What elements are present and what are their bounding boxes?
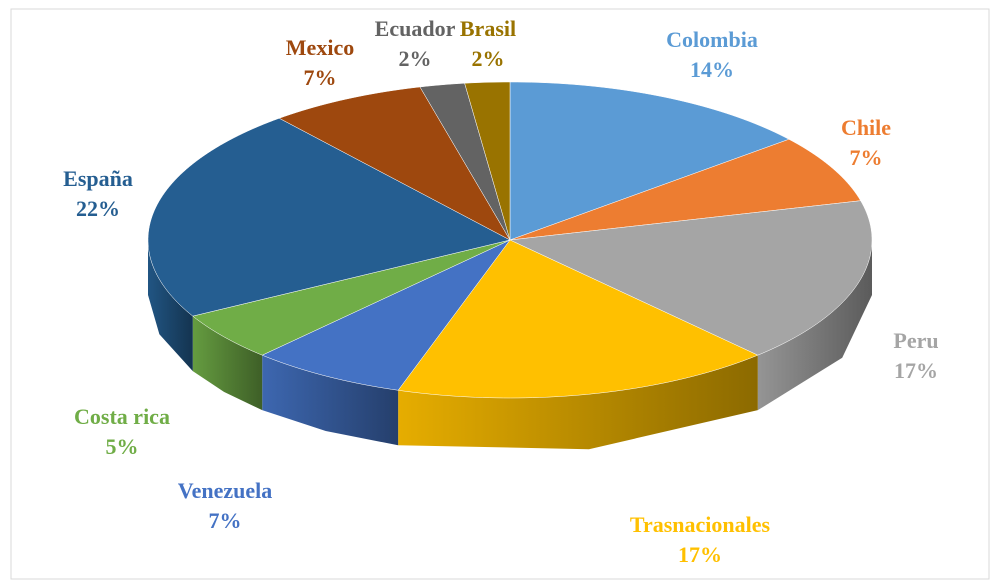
slice-value-label: 2% xyxy=(472,46,505,71)
slice xyxy=(278,86,511,241)
slice-label: Peru xyxy=(893,328,938,353)
slice xyxy=(397,239,759,399)
slice-label: Colombia xyxy=(666,27,758,52)
slice xyxy=(192,239,511,356)
slice-side xyxy=(398,355,758,450)
slice-label: Venezuela xyxy=(178,478,273,503)
slice-value-label: 7% xyxy=(850,145,883,170)
slice-side xyxy=(192,316,263,411)
slice-side xyxy=(148,240,193,372)
slice-value-label: 5% xyxy=(106,434,139,459)
slice-label: Trasnacionales xyxy=(630,512,771,537)
slice xyxy=(464,81,511,241)
slice-label: Mexico xyxy=(286,35,354,60)
slice-value-label: 17% xyxy=(678,542,722,567)
slice-label: Brasil xyxy=(460,16,516,41)
slice-label: Chile xyxy=(841,115,891,140)
slice-value-label: 22% xyxy=(76,196,120,221)
slice-side xyxy=(757,240,872,411)
slice-value-label: 7% xyxy=(304,65,337,90)
slice-label: Ecuador xyxy=(375,16,456,41)
slice xyxy=(147,117,511,317)
slice-label: España xyxy=(63,166,133,191)
slice-value-label: 17% xyxy=(894,358,938,383)
slice xyxy=(509,200,873,356)
slice xyxy=(261,239,511,391)
slice-value-label: 14% xyxy=(690,57,734,82)
slice xyxy=(509,139,862,241)
slice xyxy=(509,81,790,241)
slice xyxy=(419,82,511,241)
slice-value-label: 7% xyxy=(209,508,242,533)
slice-side xyxy=(262,355,399,446)
slice-value-label: 2% xyxy=(399,46,432,71)
slice-label: Costa rica xyxy=(74,404,170,429)
